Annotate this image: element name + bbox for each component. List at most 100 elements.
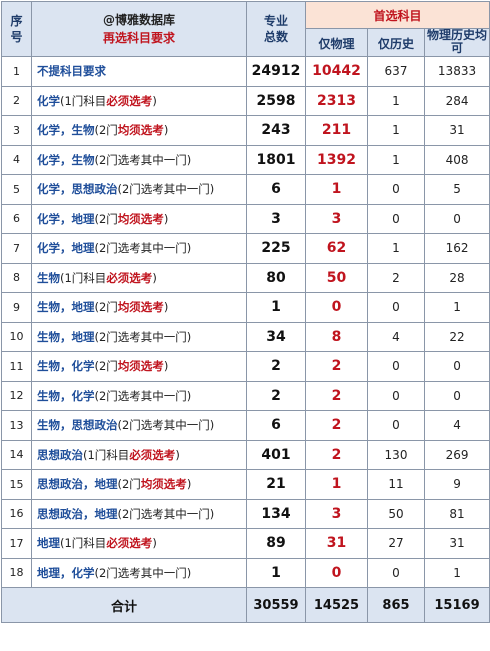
requirement-keyword: 均须选考 (117, 359, 164, 374)
subject-requirement: 生物，思想政治(2门选考其中一门) (31, 410, 247, 441)
hist-only-value: 27 (367, 528, 425, 559)
requirement-keyword: 必须选考 (106, 270, 153, 285)
row-number: 6 (1, 203, 32, 234)
requirement-prefix: (2门 (94, 359, 118, 374)
table-row: 4 化学，生物(2门选考其中一门) 1801 1392 1 408 (1, 144, 490, 175)
hist-only-value: 0 (367, 557, 425, 588)
requirement-prefix: (2门 (94, 123, 118, 138)
both-value: 0 (423, 380, 490, 411)
hist-only-value: 1 (367, 233, 425, 264)
requirement-suffix: ) (152, 270, 157, 285)
major-total-value: 2 (246, 380, 306, 411)
subject-requirement: 化学，生物(2门选考其中一门) (31, 144, 247, 175)
total-label: 合计 (1, 587, 247, 623)
subject-names: 生物，思想政治 (37, 418, 118, 433)
subject-requirement: 不提科目要求 (31, 56, 247, 87)
subject-requirement: 地理(1门科目必须选考) (31, 528, 247, 559)
brand-label: @博雅数据库 (102, 13, 175, 27)
both-value: 269 (423, 439, 490, 470)
total-both-value: 15169 (423, 587, 490, 623)
phys-only-value: 2 (305, 410, 368, 441)
subject-requirement: 生物(1门科目必须选考) (31, 262, 247, 293)
requirement-prefix: (2门选考其中一门) (94, 241, 192, 256)
subject-names: 生物，地理 (37, 329, 95, 344)
table-row: 18 地理，化学(2门选考其中一门) 1 0 0 1 (1, 557, 490, 588)
major-total-value: 2 (246, 351, 306, 382)
hist-only-label: 仅历史 (377, 37, 414, 51)
phys-only-value: 2 (305, 351, 368, 382)
table-row: 2 化学(1门科目必须选考) 2598 2313 1 284 (1, 85, 490, 116)
table-row: 1 不提科目要求 24912 10442 637 13833 (1, 56, 490, 87)
requirement-prefix: (1门科目 (60, 93, 107, 108)
requirement-prefix: (2门 (94, 211, 118, 226)
requirement-suffix: ) (163, 211, 169, 226)
subject-header: @博雅数据库 再选科目要求 (31, 1, 247, 57)
row-number: 13 (1, 410, 32, 441)
phys-only-value: 3 (305, 498, 368, 529)
requirement-suffix: ) (175, 447, 180, 462)
requirement-keyword: 均须选考 (140, 477, 187, 492)
row-number: 16 (1, 498, 32, 529)
both-value: 162 (423, 233, 490, 264)
total-hist-value: 865 (367, 587, 425, 623)
row-number: 3 (1, 115, 32, 146)
table-row: 8 生物(1门科目必须选考) 80 50 2 28 (1, 262, 490, 293)
major-total-value: 2598 (246, 85, 306, 116)
both-value: 28 (423, 262, 490, 293)
phys-only-value: 1 (305, 469, 368, 500)
phys-only-value: 8 (305, 321, 368, 352)
requirement-keyword: 均须选考 (117, 211, 164, 226)
major-total-value: 21 (246, 469, 306, 500)
major-total-value: 89 (246, 528, 306, 559)
phys-only-value: 62 (305, 233, 368, 264)
row-number: 12 (1, 380, 32, 411)
row-number: 10 (1, 321, 32, 352)
reselect-title: 再选科目要求 (102, 31, 175, 45)
major-total-value: 3 (246, 203, 306, 234)
phys-only-value: 10442 (305, 56, 368, 87)
phys-only-value: 0 (305, 292, 368, 323)
requirement-prefix: (1门科目 (83, 447, 130, 462)
subject-requirement: 生物，化学(2门均须选考) (31, 351, 247, 382)
major-total-value: 6 (246, 174, 306, 205)
both-value: 31 (423, 528, 490, 559)
major-total-value: 6 (246, 410, 306, 441)
row-number: 15 (1, 469, 32, 500)
hist-only-value: 0 (367, 292, 425, 323)
hist-only-value: 1 (367, 115, 425, 146)
both-value: 408 (423, 144, 490, 175)
major-total-value: 24912 (246, 56, 306, 87)
requirement-prefix: (2门选考其中一门) (94, 329, 192, 344)
both-value: 31 (423, 115, 490, 146)
requirement-prefix: (2门选考其中一门) (94, 565, 192, 580)
subject-requirement: 化学(1门科目必须选考) (31, 85, 247, 116)
seq-header-label: 序号 (10, 14, 23, 44)
requirement-suffix: ) (163, 123, 169, 138)
major-total-value: 225 (246, 233, 306, 264)
row-number: 2 (1, 85, 32, 116)
both-value: 9 (423, 469, 490, 500)
phys-only-header: 仅物理 (305, 28, 368, 57)
requirement-prefix: (2门选考其中一门) (94, 152, 192, 167)
both-value: 1 (423, 292, 490, 323)
table-row: 11 生物，化学(2门均须选考) 2 2 0 0 (1, 351, 490, 382)
requirement-prefix: (2门选考其中一门) (117, 182, 215, 197)
major-total-value: 34 (246, 321, 306, 352)
both-value: 13833 (423, 56, 490, 87)
both-label: 物理历史均可 (427, 28, 488, 55)
both-value: 22 (423, 321, 490, 352)
hist-only-value: 4 (367, 321, 425, 352)
table-row: 9 生物，地理(2门均须选考) 1 0 0 1 (1, 292, 490, 323)
row-number: 8 (1, 262, 32, 293)
row-number: 11 (1, 351, 32, 382)
table-row: 17 地理(1门科目必须选考) 89 31 27 31 (1, 528, 490, 559)
requirement-prefix: (1门科目 (60, 536, 107, 551)
subject-requirement: 地理，化学(2门选考其中一门) (31, 557, 247, 588)
row-number: 17 (1, 528, 32, 559)
requirement-prefix: (2门选考其中一门) (117, 418, 215, 433)
major-total-value: 1801 (246, 144, 306, 175)
total-phys-value: 14525 (305, 587, 368, 623)
phys-only-value: 31 (305, 528, 368, 559)
subject-names: 生物 (37, 270, 60, 285)
table-row: 10 生物，地理(2门选考其中一门) 34 8 4 22 (1, 321, 490, 352)
